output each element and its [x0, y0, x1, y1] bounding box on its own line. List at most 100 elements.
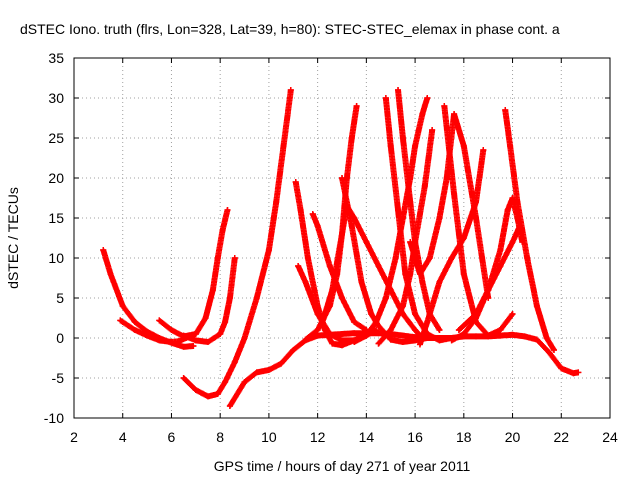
data-point — [156, 337, 163, 344]
data-point — [473, 215, 479, 221]
data-point — [424, 95, 431, 101]
data-point — [253, 369, 260, 376]
y-tick-label: 30 — [48, 90, 64, 106]
data-point — [412, 311, 419, 317]
data-point — [375, 263, 382, 269]
data-point — [533, 336, 540, 343]
data-point — [278, 360, 285, 367]
data-point — [348, 223, 355, 229]
series-trace — [117, 317, 194, 345]
data-point — [399, 339, 406, 345]
data-point — [558, 365, 565, 372]
data-point — [192, 337, 199, 344]
data-point — [504, 207, 511, 213]
y-axis-label: dSTEC / TECUs — [5, 187, 21, 289]
data-point — [205, 339, 211, 345]
data-point — [407, 271, 414, 277]
data-point — [550, 347, 557, 353]
data-point — [219, 227, 226, 233]
data-point — [497, 263, 504, 269]
data-point — [353, 103, 360, 109]
data-point — [387, 143, 394, 149]
data-series — [416, 147, 487, 348]
data-point — [363, 239, 370, 245]
data-point — [451, 111, 458, 117]
data-point — [502, 107, 509, 113]
data-point — [358, 279, 365, 285]
data-point — [421, 183, 428, 189]
data-point — [190, 343, 197, 349]
data-point — [387, 327, 394, 333]
data-point — [180, 375, 187, 381]
x-axis-label: GPS time / hours of day 271 of year 2011 — [214, 458, 471, 474]
data-point — [302, 336, 309, 343]
data-point — [214, 255, 221, 261]
data-series — [180, 255, 238, 345]
data-point — [290, 347, 297, 353]
data-point — [412, 327, 419, 333]
data-point — [180, 332, 187, 339]
data-points — [100, 87, 582, 409]
data-series — [455, 223, 523, 333]
data-point — [448, 255, 455, 261]
data-point — [100, 247, 107, 253]
data-point — [546, 349, 553, 356]
data-point — [214, 391, 221, 397]
y-tick-label: 20 — [48, 170, 64, 186]
x-tick-label: 14 — [359, 429, 375, 445]
data-point — [416, 341, 423, 348]
data-point — [326, 331, 333, 337]
data-point — [497, 247, 504, 253]
x-tick-label: 20 — [505, 429, 521, 445]
data-point — [497, 327, 504, 333]
chart-title: dSTEC Iono. truth (flrs, Lon=328, Lat=39… — [20, 21, 560, 37]
data-point — [156, 317, 163, 324]
data-point — [192, 331, 199, 337]
data-point — [339, 295, 345, 301]
data-point — [326, 263, 333, 269]
data-point — [407, 199, 414, 205]
data-point — [399, 303, 406, 309]
data-point — [329, 340, 336, 347]
data-point — [314, 327, 321, 333]
data-point — [226, 403, 233, 409]
x-tick-label: 6 — [168, 429, 176, 445]
data-point — [399, 135, 406, 141]
data-point — [117, 317, 124, 324]
x-tick-label: 18 — [456, 429, 472, 445]
x-tick-label: 4 — [119, 429, 127, 445]
x-tick-label: 8 — [216, 429, 224, 445]
data-point — [524, 255, 531, 261]
data-point — [497, 332, 504, 339]
data-point — [314, 332, 321, 339]
data-point — [507, 143, 514, 149]
data-point — [395, 87, 402, 93]
data-point — [168, 327, 175, 333]
data-point — [363, 332, 370, 339]
x-tick-label: 2 — [70, 429, 78, 445]
x-tick-label: 24 — [602, 429, 618, 445]
data-point — [509, 311, 516, 317]
data-point — [241, 335, 248, 341]
data-point — [426, 255, 433, 261]
y-tick-label: 0 — [56, 330, 64, 346]
data-point — [412, 143, 419, 149]
data-point — [419, 111, 426, 117]
data-series — [156, 207, 231, 340]
data-point — [304, 255, 311, 261]
data-point — [222, 379, 229, 385]
data-point — [514, 199, 521, 205]
data-point — [217, 331, 224, 337]
data-point — [373, 319, 380, 325]
data-point — [521, 333, 528, 340]
data-point — [224, 207, 231, 213]
data-point — [231, 359, 238, 365]
data-point — [382, 295, 389, 301]
data-point — [314, 223, 321, 229]
data-point — [375, 340, 382, 347]
data-point — [339, 231, 345, 237]
data-point — [443, 175, 450, 181]
data-point — [292, 179, 299, 185]
